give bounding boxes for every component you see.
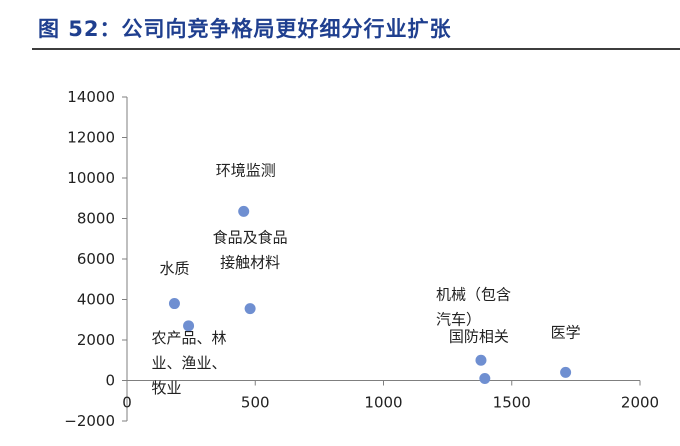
data-point xyxy=(244,303,256,315)
y-tick-label: 6000 xyxy=(77,250,115,268)
data-point-label-line: 环境监测 xyxy=(216,161,276,179)
data-point xyxy=(238,205,250,217)
data-point xyxy=(475,354,487,366)
data-point-label: 国防相关 xyxy=(449,327,509,345)
data-point-label-line: 牧业 xyxy=(152,379,182,397)
data-point xyxy=(560,366,572,378)
y-tick-label: 4000 xyxy=(77,291,115,309)
y-tick-label: 0 xyxy=(105,372,115,390)
data-point-labels: 环境监测食品及食品接触材料水质农产品、林业、渔业、牧业机械（包含汽车）国防相关医… xyxy=(152,161,581,396)
data-point-label: 农产品、林业、渔业、牧业 xyxy=(152,329,227,397)
data-point-label: 机械（包含汽车） xyxy=(436,285,511,328)
y-tick-label: 10000 xyxy=(67,169,115,187)
data-points xyxy=(168,205,572,384)
y-tick-label: 14000 xyxy=(67,88,115,106)
x-tick-label: 2000 xyxy=(621,394,659,412)
data-point-label-line: 食品及食品 xyxy=(213,229,288,247)
data-point-label-line: 国防相关 xyxy=(449,327,509,345)
data-point-label-line: 医学 xyxy=(551,323,581,341)
data-point-label-line: 接触材料 xyxy=(220,254,280,272)
data-point-label: 食品及食品接触材料 xyxy=(213,229,288,272)
data-point-label-line: 汽车） xyxy=(436,310,481,328)
figure-title: 图 52：公司向竞争格局更好细分行业扩张 xyxy=(38,17,452,41)
data-point-label: 环境监测 xyxy=(216,161,276,179)
x-tick-labels: 0 500 1000 1500 2000 xyxy=(122,394,659,412)
title-divider xyxy=(32,48,680,50)
data-point-label-line: 农产品、林 xyxy=(152,329,227,347)
y-tick-label: 12000 xyxy=(67,129,115,147)
data-point-label-line: 机械（包含 xyxy=(436,285,511,303)
x-tick-label: 0 xyxy=(122,394,132,412)
data-point xyxy=(168,298,180,310)
y-tick-labels: 14000 12000 10000 8000 6000 4000 2000 0 −2000 xyxy=(64,88,115,430)
chart-axes xyxy=(122,96,641,422)
x-tick-label: 500 xyxy=(241,394,270,412)
figure-header: 图 52：公司向竞争格局更好细分行业扩张 xyxy=(0,0,680,50)
data-point-label-line: 水质 xyxy=(159,260,189,278)
data-point-label: 医学 xyxy=(551,323,581,341)
data-point xyxy=(479,372,491,384)
data-point-label: 水质 xyxy=(159,260,189,278)
data-point xyxy=(183,320,195,332)
y-tick-label: 2000 xyxy=(77,331,115,349)
x-tick-label: 1000 xyxy=(364,394,402,412)
y-tick-label: 8000 xyxy=(77,210,115,228)
y-tick-label: −2000 xyxy=(64,412,115,430)
x-tick-label: 1500 xyxy=(493,394,531,412)
data-point-label-line: 业、渔业、 xyxy=(152,354,227,372)
